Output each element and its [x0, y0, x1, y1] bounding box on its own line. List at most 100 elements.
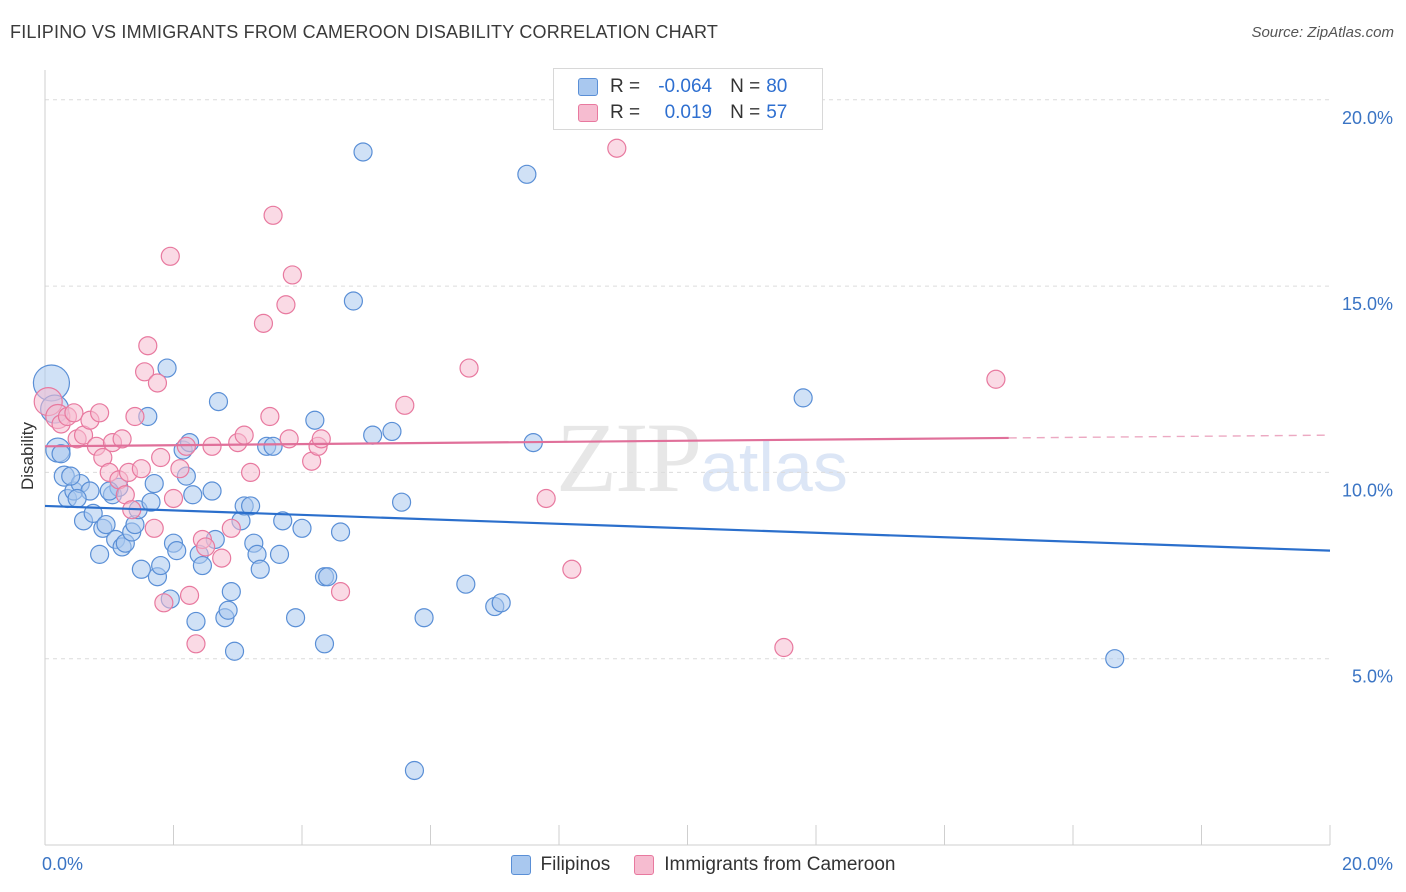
data-point	[90, 403, 110, 423]
data-point	[391, 492, 412, 512]
watermark-zip: ZIP	[556, 402, 702, 513]
data-point	[151, 447, 171, 468]
data-point	[395, 395, 415, 415]
data-point	[183, 485, 203, 505]
data-point	[282, 265, 302, 285]
data-point	[404, 760, 425, 781]
x-tick-label: 20.0%	[1342, 854, 1393, 874]
data-point	[144, 473, 164, 494]
data-point	[134, 362, 155, 382]
data-point	[90, 544, 110, 564]
data-point	[986, 369, 1006, 389]
x-tick-label: 0.0%	[42, 854, 83, 874]
chart-title: FILIPINO VS IMMIGRANTS FROM CAMEROON DIS…	[10, 22, 719, 42]
data-point	[456, 574, 476, 594]
data-point	[292, 518, 312, 538]
legend-row-cameroon: R = 0.019 N = 57	[578, 101, 787, 125]
data-point	[212, 548, 232, 568]
data-point	[241, 462, 261, 483]
data-point	[202, 481, 222, 501]
data-point	[314, 634, 335, 654]
data-point	[176, 436, 196, 456]
data-point	[414, 608, 434, 628]
data-point	[234, 425, 254, 445]
axes	[44, 70, 1331, 846]
data-point	[253, 313, 274, 333]
data-point	[51, 444, 71, 464]
data-point	[250, 559, 270, 579]
legend-series: Filipinos Immigrants from Cameroon	[0, 852, 1406, 878]
legend-n-label: N =	[730, 76, 761, 97]
data-point	[157, 358, 177, 378]
legend-r-value: -0.064	[658, 76, 713, 97]
data-point	[151, 555, 171, 576]
data-point	[774, 637, 794, 658]
data-point	[170, 459, 190, 479]
data-point	[61, 466, 81, 486]
data-point	[241, 496, 261, 516]
data-point	[330, 522, 351, 542]
y-tick-label: 10.0%	[1342, 480, 1393, 500]
source-label: Source: ZipAtlas.com	[1251, 24, 1394, 41]
data-point	[305, 410, 325, 430]
data-point	[147, 373, 168, 393]
data-point	[517, 164, 537, 184]
legend-r-value: 0.019	[664, 102, 713, 123]
data-point	[285, 608, 306, 628]
data-point	[202, 436, 222, 456]
data-point	[96, 514, 116, 535]
legend-r-label: R =	[610, 102, 641, 123]
legend-correlation: R = -0.064 N = 80 R = 0.019 N = 57	[553, 68, 823, 130]
data-point	[125, 406, 145, 427]
legend-n-value: 80	[766, 76, 788, 97]
data-point	[160, 246, 180, 266]
legend-label-cameroon: Immigrants from Cameroon	[664, 854, 896, 875]
y-axis-title: Disability	[18, 421, 37, 490]
legend-label-filipinos: Filipinos	[540, 854, 611, 875]
data-point	[138, 336, 158, 356]
data-point	[260, 406, 280, 427]
trend-line-dashed	[1008, 434, 1331, 439]
data-point	[273, 511, 293, 531]
legend-r-label: R =	[610, 76, 641, 97]
data-point	[536, 488, 556, 509]
data-point	[64, 403, 84, 423]
data-point	[154, 593, 174, 613]
data-point	[269, 544, 290, 564]
data-point	[343, 291, 363, 311]
data-point	[459, 358, 479, 378]
data-point	[382, 421, 402, 442]
legend-row-filipinos: R = -0.064 N = 80	[578, 75, 787, 99]
data-point	[196, 537, 216, 557]
y-tick-label: 5.0%	[1352, 667, 1393, 687]
legend-n-label: N =	[730, 102, 761, 123]
data-point	[330, 582, 351, 602]
data-point	[363, 425, 383, 445]
y-tick-label: 20.0%	[1342, 108, 1393, 128]
data-point	[186, 611, 206, 632]
legend-swatch-pink	[634, 855, 655, 875]
data-point	[131, 559, 151, 579]
data-point	[276, 295, 296, 315]
legend-swatch-blue	[578, 78, 598, 96]
data-point	[179, 585, 200, 605]
trend-line	[44, 504, 1331, 552]
trend-lines	[44, 434, 1331, 552]
legend-item-cameroon[interactable]: Immigrants from Cameroon	[634, 854, 895, 876]
legend-item-filipinos[interactable]: Filipinos	[510, 854, 611, 876]
grid-lines	[45, 99, 1330, 660]
data-point	[221, 518, 241, 538]
series-filipinos-points	[32, 142, 1125, 781]
trend-line-solid	[44, 436, 1009, 448]
data-point	[353, 142, 373, 162]
data-point	[163, 488, 184, 509]
data-point	[131, 459, 151, 479]
tick-labels: 5.0% 10.0% 15.0% 20.0% 0.0% 20.0%	[42, 108, 1393, 874]
legend-swatch-pink	[578, 104, 598, 122]
data-point	[263, 436, 283, 456]
data-point	[218, 600, 238, 620]
legend-swatch-blue	[510, 855, 531, 875]
data-point	[263, 205, 283, 225]
data-point	[221, 582, 241, 602]
